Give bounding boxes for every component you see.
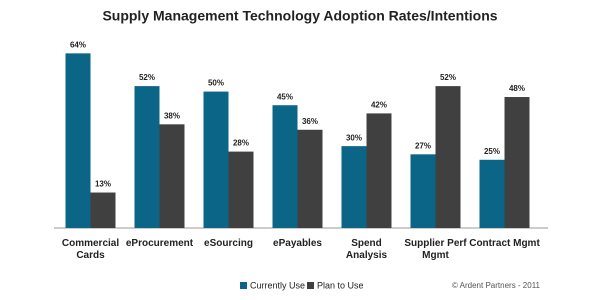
value-label: 27% — [415, 141, 431, 150]
value-label: 42% — [371, 101, 387, 110]
value-label: 52% — [440, 73, 456, 82]
x-tick-label: Supplier Perf Mgmt — [404, 238, 467, 261]
value-label: 38% — [164, 111, 180, 120]
value-label: 28% — [233, 139, 249, 148]
bar — [435, 86, 461, 228]
value-label: 30% — [346, 133, 362, 142]
x-tick-label: Spend Analysis — [345, 238, 388, 261]
bar — [366, 113, 392, 228]
bar — [504, 97, 530, 229]
x-tick-label: ePayables — [273, 238, 322, 249]
value-label: 52% — [139, 73, 155, 82]
bar — [410, 154, 436, 228]
value-label: 13% — [95, 180, 111, 189]
value-label: 48% — [509, 84, 525, 93]
bar — [65, 53, 91, 228]
legend-swatch — [240, 282, 247, 289]
x-tick-label: Contract Mgmt — [469, 238, 540, 249]
value-label: 25% — [484, 147, 500, 156]
bar — [228, 151, 254, 228]
value-label: 64% — [70, 40, 86, 49]
legend-swatch — [307, 282, 314, 289]
value-label: 45% — [277, 92, 293, 101]
bar — [272, 105, 298, 228]
x-tick-label: eSourcing — [204, 238, 253, 249]
value-label: 36% — [302, 117, 318, 126]
x-tick-label: Commercial Cards — [61, 238, 120, 261]
bar — [90, 192, 116, 228]
bar — [203, 91, 229, 228]
legend-label: Plan to Use — [317, 280, 364, 290]
bar — [341, 146, 367, 228]
x-tick-label: eProcurement — [125, 238, 194, 249]
bar — [297, 129, 323, 228]
value-label: 50% — [208, 79, 224, 88]
bar — [479, 159, 505, 228]
bar — [159, 124, 185, 228]
credit: © Ardent Partners - 2011 — [452, 281, 541, 290]
chart-title: Supply Management Technology Adoption Ra… — [102, 8, 497, 24]
bar — [134, 86, 160, 228]
legend-label: Currently Use — [250, 280, 305, 290]
